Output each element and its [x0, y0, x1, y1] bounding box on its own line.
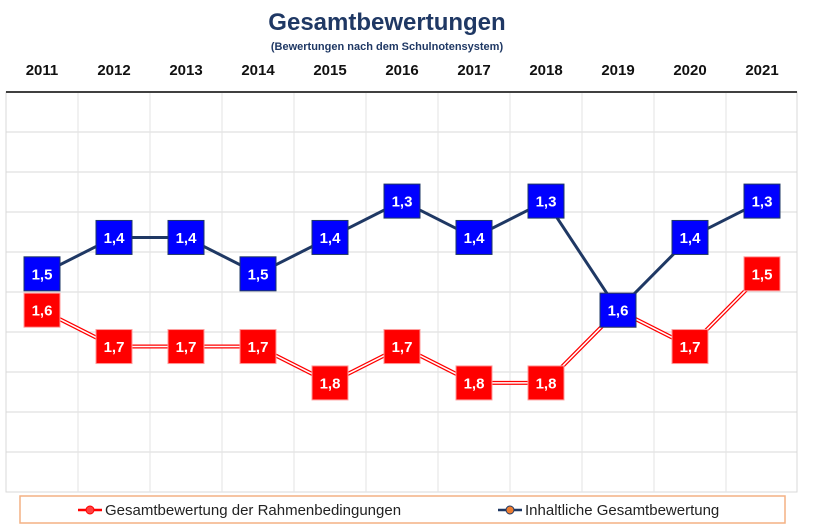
x-tick-label-2019: 2019 — [601, 62, 634, 79]
data-point-marker — [239, 256, 277, 292]
data-label: 1,7 — [176, 339, 197, 356]
data-point-marker — [311, 219, 349, 255]
data-point-marker — [167, 219, 205, 255]
data-label: 1,4 — [320, 230, 342, 247]
data-point-marker — [383, 329, 421, 365]
x-tick-label-2017: 2017 — [457, 62, 490, 79]
x-tick-label-2016: 2016 — [385, 62, 418, 79]
x-tick-label-2014: 2014 — [241, 62, 275, 79]
data-point-marker — [23, 292, 61, 328]
x-tick-label-2011: 2011 — [26, 62, 59, 79]
legend-items: Gesamtbewertung der Rahmenbedingungen Inh… — [78, 502, 719, 519]
data-label: 1,3 — [752, 194, 773, 211]
x-tick-label-2018: 2018 — [529, 62, 562, 79]
legend-item-inhaltlich: Inhaltliche Gesamtbewertung — [498, 502, 719, 519]
data-point-marker — [671, 329, 709, 365]
data-point-marker — [671, 219, 709, 255]
series-rahmenbedingungen: 1,6 1,7 1,7 1,7 1,8 1,7 1,8 1,8 1,6 1,7 1,5 — [23, 256, 781, 401]
chart-subtitle: (Bewertungen nach dem Schulnotensystem) — [271, 41, 504, 53]
data-point-marker — [455, 365, 493, 401]
data-label: 1,8 — [320, 375, 341, 392]
data-label: 1,3 — [536, 194, 557, 211]
data-label: 1,5 — [32, 266, 53, 283]
data-point-marker — [383, 183, 421, 219]
x-tick-label-2015: 2015 — [313, 62, 346, 79]
data-point-marker — [95, 219, 133, 255]
data-point-marker — [23, 256, 61, 292]
data-label: 1,7 — [680, 339, 701, 356]
data-label: 1,6 — [32, 303, 53, 320]
data-label: 1,3 — [392, 194, 413, 211]
x-tick-label-2021: 2021 — [745, 62, 778, 79]
x-axis-tick-labels: 2011 2012 2013 2014 2015 2016 2017 2018 2019 2020… — [26, 62, 779, 79]
legend-item-rahmenbedingungen: Gesamtbewertung der Rahmenbedingungen — [78, 502, 401, 519]
data-label: 1,4 — [104, 230, 126, 247]
legend — [19, 495, 786, 524]
data-label: 1,4 — [464, 230, 486, 247]
legend-label: Inhaltliche Gesamtbewertung — [525, 502, 719, 519]
data-label: 1,4 — [680, 230, 702, 247]
legend-label: Gesamtbewertung der Rahmenbedingungen — [105, 502, 401, 519]
data-label: 1,7 — [104, 339, 125, 356]
data-point-marker — [239, 329, 277, 365]
data-point-marker — [527, 183, 565, 219]
data-point-marker — [455, 219, 493, 255]
data-label: 1,5 — [248, 266, 269, 283]
x-tick-label-2012: 2012 — [97, 62, 130, 79]
data-label: 1,6 — [608, 303, 629, 320]
x-tick-label-2013: 2013 — [169, 62, 202, 79]
data-point-marker — [743, 183, 781, 219]
x-tick-label-2020: 2020 — [673, 62, 706, 79]
data-label: 1,7 — [392, 339, 413, 356]
legend-marker — [85, 505, 95, 515]
chart-title: Gesamtbewertungen — [268, 9, 505, 36]
data-point-marker — [599, 292, 637, 328]
data-label: 1,8 — [536, 375, 557, 392]
data-point-marker — [311, 365, 349, 401]
series-layer: 1,61,71,71,71,81,71,81,81,61,71,51,51,41… — [23, 183, 781, 401]
data-label: 1,5 — [752, 266, 773, 283]
data-point-marker — [167, 329, 205, 365]
data-label: 1,4 — [176, 230, 198, 247]
series-inhaltlich: 1,5 1,4 1,4 1,5 1,4 1,3 1,4 1,3 1,6 1,4 1,3 — [23, 183, 781, 328]
data-point-marker — [527, 365, 565, 401]
data-point-marker — [95, 329, 133, 365]
data-point-marker — [743, 256, 781, 292]
data-label: 1,7 — [248, 339, 269, 356]
legend-marker — [505, 505, 515, 515]
data-label: 1,8 — [464, 375, 485, 392]
